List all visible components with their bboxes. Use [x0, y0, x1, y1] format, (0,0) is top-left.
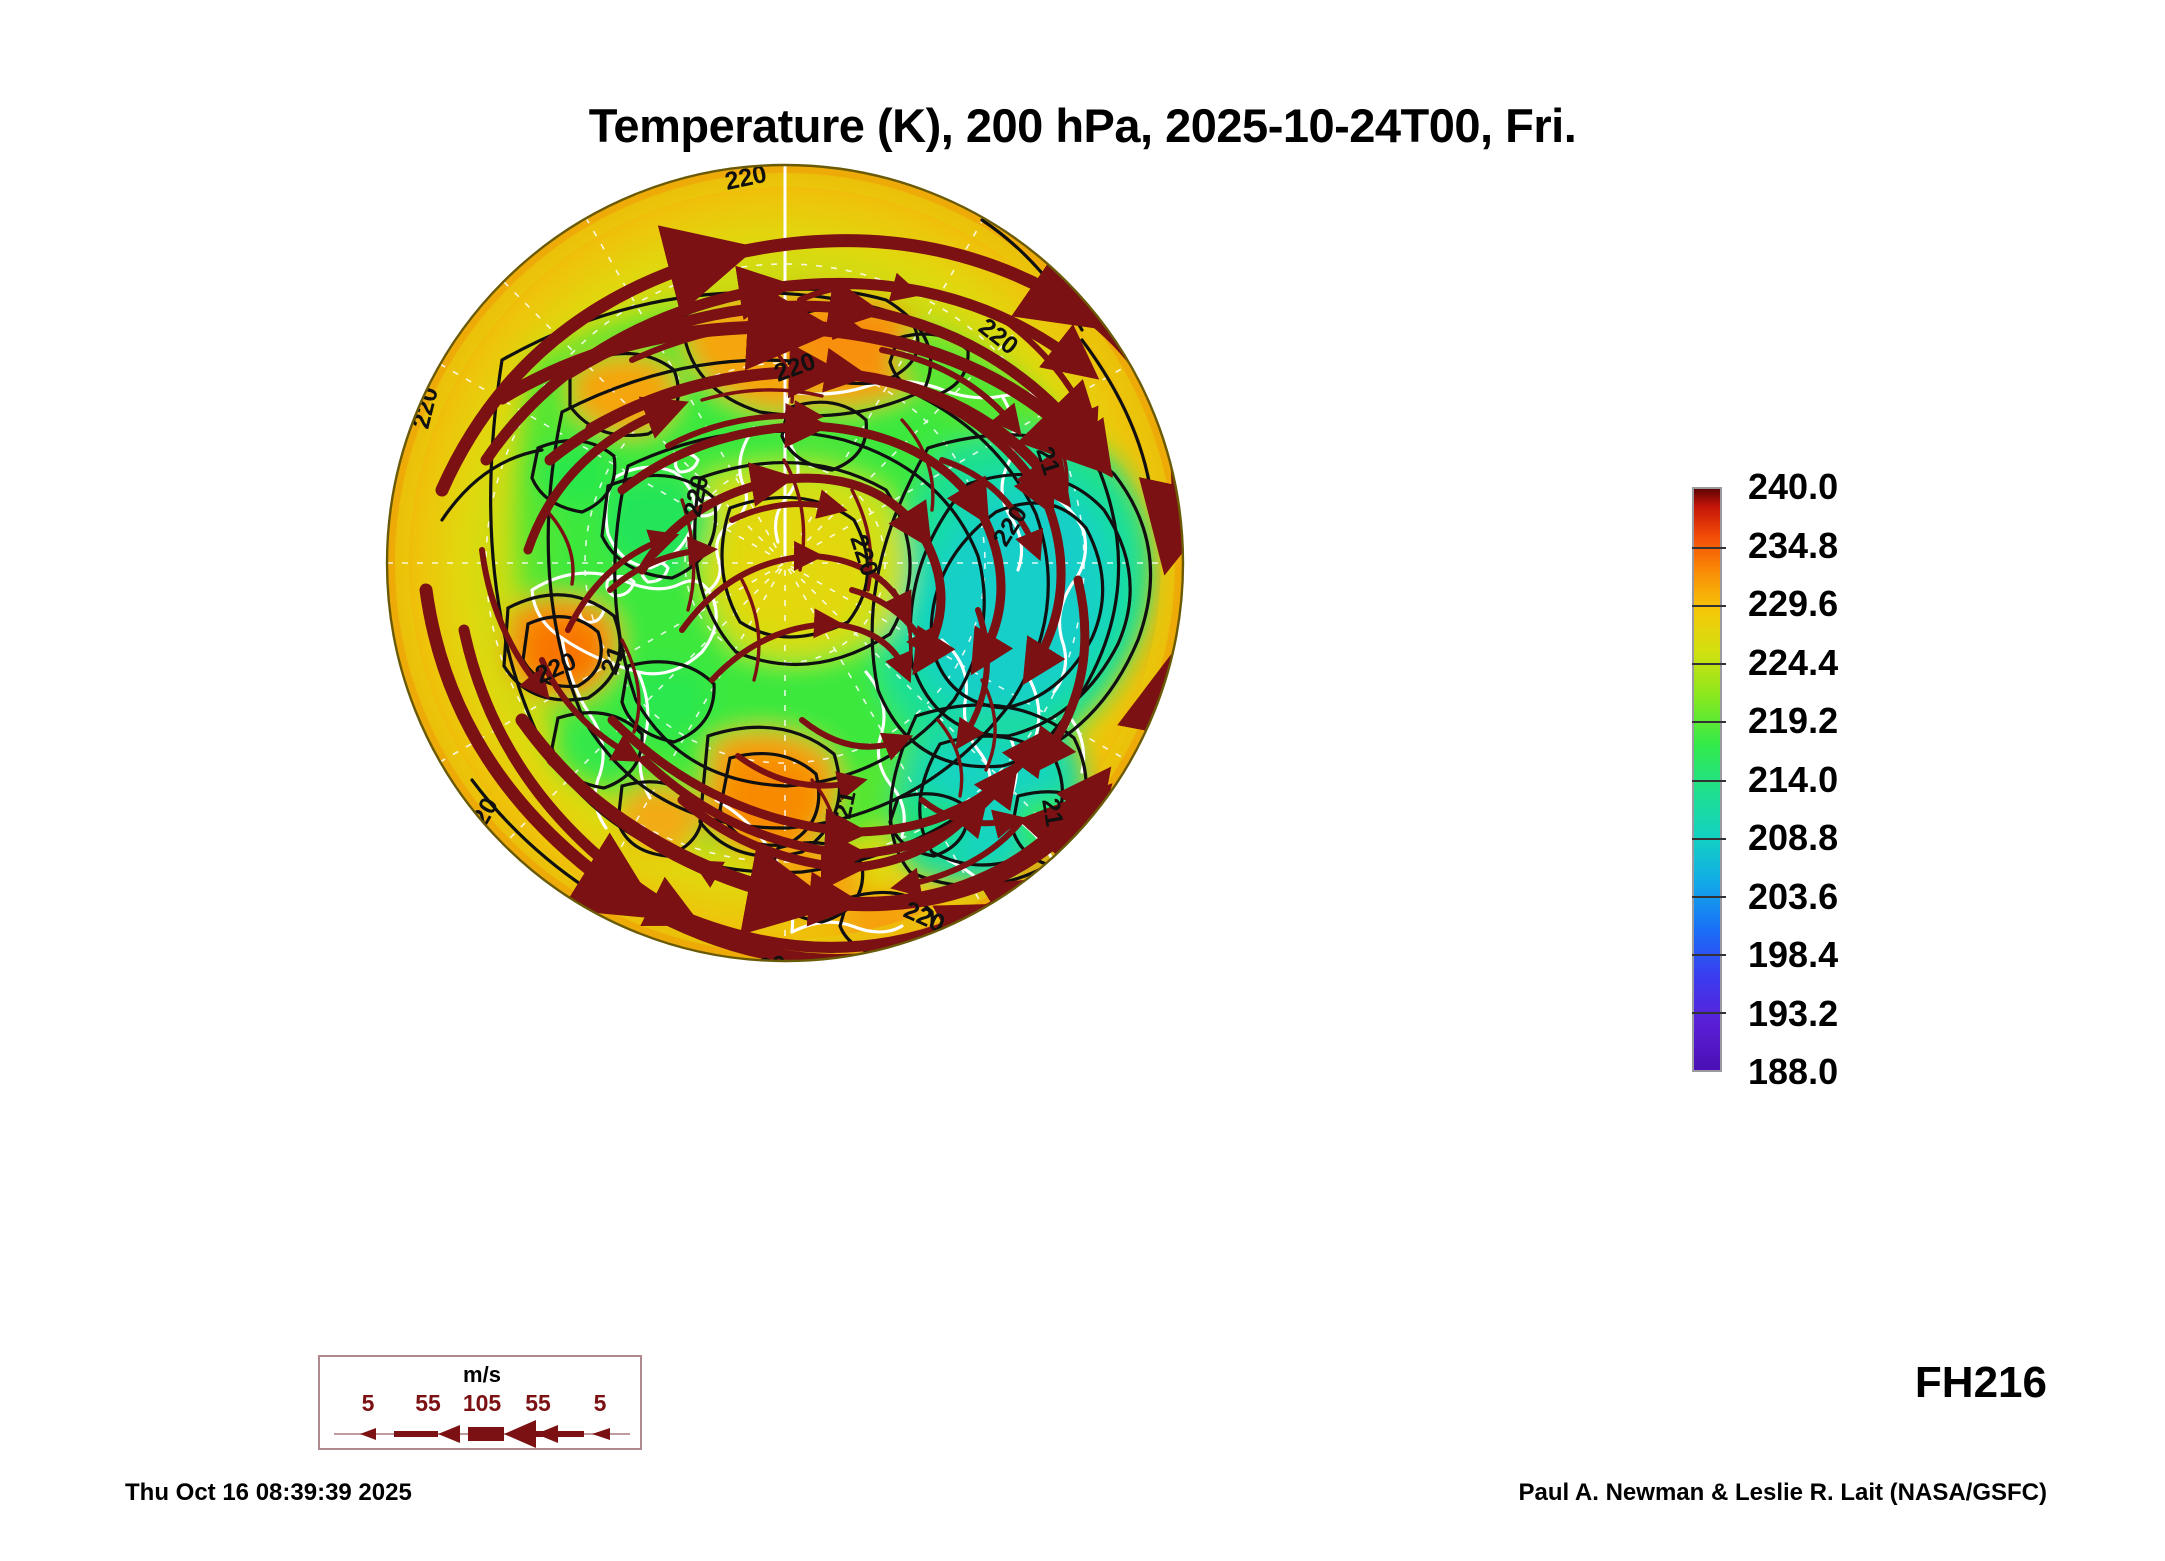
- wind-legend-unit: m/s: [463, 1362, 501, 1387]
- colorbar-tick-label: 224.4: [1748, 641, 1839, 683]
- wind-legend-arrows: [334, 1420, 630, 1448]
- colorbar-tick: [1692, 663, 1726, 666]
- colorbar-tick-label: 214.0: [1748, 758, 1839, 800]
- wind-legend-value: 5: [593, 1390, 607, 1416]
- colorbar-tick: [1692, 1011, 1726, 1014]
- globe-outline: [385, 163, 1185, 963]
- svg-text:220: 220: [743, 950, 788, 966]
- colorbar-tick-label: 234.8: [1748, 524, 1839, 566]
- colorbar-tick-label: 240.0: [1748, 466, 1839, 507]
- colorbar-tick-label: 198.4: [1748, 934, 1839, 975]
- svg-text:220: 220: [963, 923, 1013, 966]
- colorbar-tick-label: 203.6: [1748, 875, 1839, 917]
- colorbar-tick-label: 208.8: [1748, 817, 1839, 858]
- colorbar-tick: [1692, 605, 1726, 608]
- colorbar-tick-label: 188.0: [1748, 1051, 1839, 1092]
- colorbar-tick: [1692, 895, 1726, 898]
- polar-map-svg: 220 220 220 220 220 220 220 220 21 220 2…: [385, 163, 1185, 966]
- wind-legend-value: 5: [361, 1390, 375, 1416]
- wind-legend-value: 55: [415, 1390, 441, 1416]
- colorbar-tick-label: 229.6: [1748, 583, 1839, 624]
- author-credit: Paul A. Newman & Leslie R. Lait (NASA/GS…: [1518, 1479, 2047, 1506]
- svg-text:21: 21: [828, 788, 861, 821]
- svg-text:21: 21: [1036, 796, 1068, 828]
- wind-streamlines: [419, 225, 1183, 961]
- colorbar-tick: [1692, 779, 1726, 782]
- generation-timestamp: Thu Oct 16 08:39:39 2025: [125, 1479, 412, 1506]
- wind-speed-legend: m/s 5 55 105 55 5: [318, 1355, 642, 1450]
- colorbar-tick: [1692, 953, 1726, 956]
- colorbar-tick: [1692, 547, 1726, 550]
- colorbar-tick: [1692, 837, 1726, 840]
- colorbar-tick: [1692, 721, 1726, 724]
- colorbar-tick-label: 219.2: [1748, 700, 1839, 741]
- forecast-hour-label: FH216: [1914, 1358, 2047, 1407]
- wind-legend-value: 55: [525, 1390, 551, 1416]
- page-title: Temperature (K), 200 hPa, 2025-10-24T00,…: [588, 99, 1577, 152]
- map-content: 220 220 220 220 220 220 220 220 21 220 2…: [387, 165, 1183, 966]
- wind-legend-value: 105: [462, 1390, 502, 1416]
- colorbar[interactable]: [1692, 487, 1726, 1072]
- colorbar-tick-label: 193.2: [1748, 992, 1839, 1034]
- colorbar-labels: 240.0 234.8 229.6 224.4 219.2 214.0 208.8 203.6…: [1748, 466, 1978, 1092]
- polar-map: 220 220 220 220 220 220 220 220 21 220 2…: [382, 160, 1188, 966]
